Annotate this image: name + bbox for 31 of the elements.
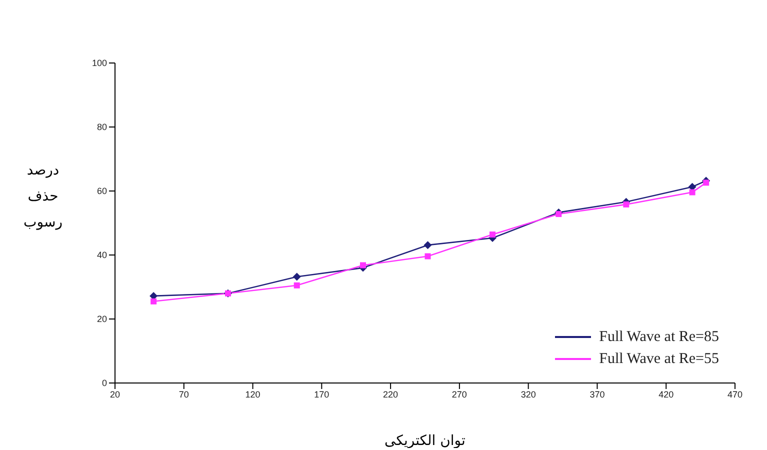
x-axis-title: توان الکتریکی — [384, 432, 466, 449]
point — [556, 211, 562, 218]
y-tick-label: 60 — [96, 186, 107, 196]
x-tick-label: 470 — [727, 389, 743, 400]
y-axis-title: درصد حذف رسوب — [24, 162, 62, 231]
x-tick-label: 320 — [520, 389, 536, 400]
x-tick-label: 170 — [314, 389, 330, 400]
point — [703, 180, 710, 186]
x-tick-label: 420 — [658, 389, 674, 400]
point — [424, 253, 431, 260]
point — [490, 232, 496, 238]
x-tick-label: 270 — [452, 389, 467, 400]
point — [623, 201, 630, 208]
point — [294, 282, 300, 288]
point — [360, 262, 366, 268]
x-tick-label: 370 — [590, 389, 605, 400]
x-tick-label: 20 — [110, 389, 120, 400]
y-tick-label: 80 — [96, 122, 107, 132]
y-tick-label: 100 — [92, 58, 107, 68]
x-tick-label: 120 — [245, 389, 260, 400]
point — [292, 272, 301, 281]
x-tick-label: 70 — [178, 389, 189, 400]
point — [689, 189, 696, 196]
point — [150, 298, 157, 304]
point — [424, 241, 432, 250]
legend-label: Full Wave at Re=55 — [599, 350, 719, 368]
y-tick-label: 20 — [96, 314, 107, 324]
legend-label: Full Wave at Re=85 — [599, 328, 719, 346]
y-tick-label: 40 — [96, 250, 107, 260]
x-tick-label: 220 — [383, 389, 398, 400]
y-tick-label: 0 — [102, 378, 107, 388]
